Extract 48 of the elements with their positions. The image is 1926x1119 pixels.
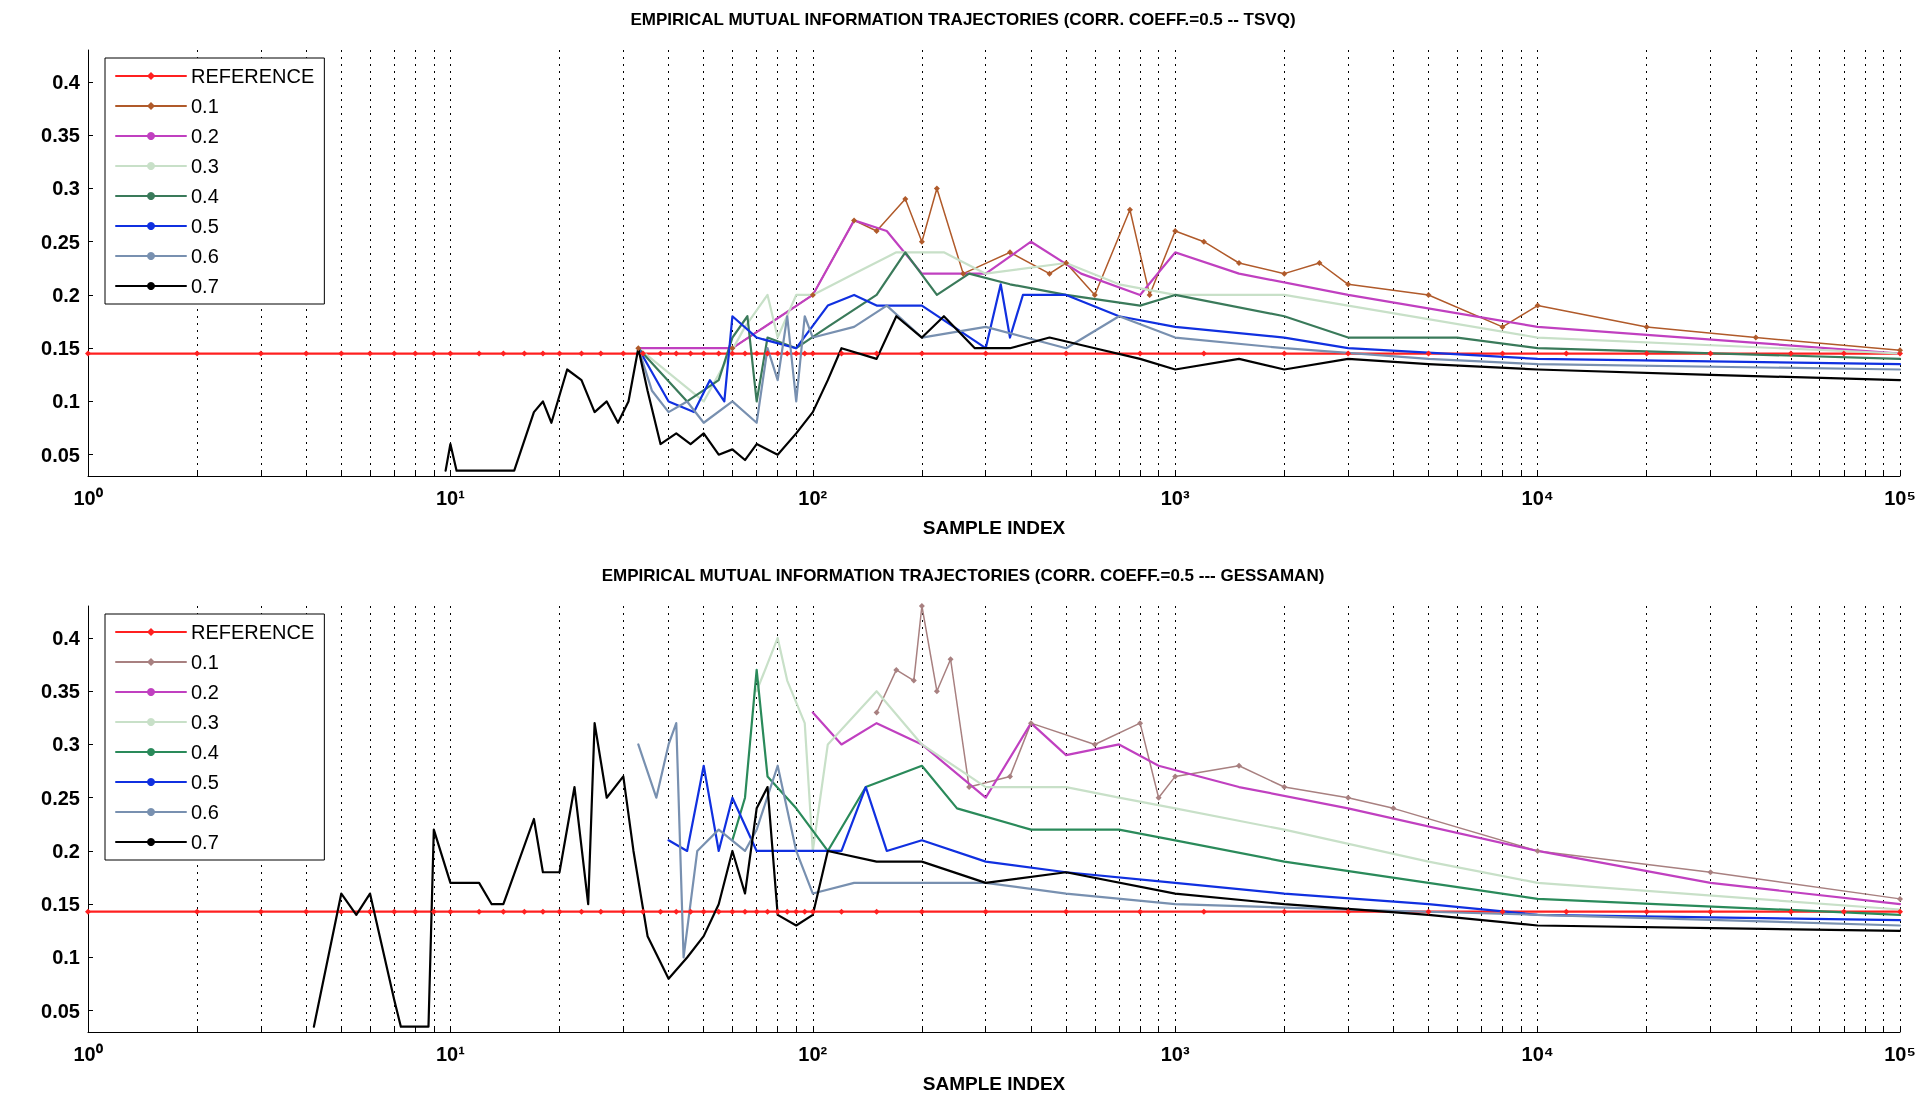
legend-label: 0.7 bbox=[191, 275, 219, 297]
y-tick-label: 0.05 bbox=[41, 999, 80, 1022]
y-tick-label: 0.4 bbox=[52, 626, 81, 649]
y-tick-label: 0.3 bbox=[52, 177, 80, 200]
y-tick-label: 0.25 bbox=[41, 230, 80, 253]
x-axis-title: SAMPLE INDEX bbox=[922, 1073, 1066, 1094]
x-tick-label: 10² bbox=[798, 1043, 828, 1065]
x-tick-label: 10⁵ bbox=[1884, 487, 1916, 509]
x-tick-label: 10³ bbox=[1160, 487, 1190, 509]
legend-label: 0.1 bbox=[191, 95, 219, 117]
y-tick-label: 0.3 bbox=[52, 733, 80, 756]
legend-label: 0.7 bbox=[191, 831, 219, 853]
x-tick-label: 10⁴ bbox=[1521, 487, 1554, 509]
legend-label: 0.3 bbox=[191, 155, 219, 177]
y-tick-label: 0.15 bbox=[41, 337, 80, 360]
y-tick-label: 0.25 bbox=[41, 786, 80, 809]
legend-label: 0.2 bbox=[191, 681, 219, 703]
legend-label: 0.5 bbox=[191, 215, 219, 237]
x-tick-label: 10³ bbox=[1160, 1043, 1190, 1065]
legend-label: 0.3 bbox=[191, 711, 219, 733]
x-tick-label: 10⁴ bbox=[1521, 1043, 1554, 1065]
legend-label: 0.1 bbox=[191, 651, 219, 673]
y-tick-label: 0.35 bbox=[41, 680, 80, 703]
chart-title: EMPIRICAL MUTUAL INFORMATION TRAJECTORIES (CORR. COEFF.=0.5 -- TSVQ) bbox=[630, 10, 1296, 29]
y-tick-label: 0.2 bbox=[52, 283, 80, 306]
x-tick-label: 10¹ bbox=[435, 487, 466, 509]
x-tick-label: 10⁰ bbox=[73, 487, 103, 509]
x-axis-title: SAMPLE INDEX bbox=[922, 517, 1066, 538]
y-tick-label: 0.05 bbox=[41, 443, 80, 466]
y-tick-label: 0.2 bbox=[52, 839, 80, 862]
x-tick-label: 10⁰ bbox=[73, 1043, 103, 1065]
legend-label: 0.6 bbox=[191, 245, 219, 267]
x-tick-label: 10⁵ bbox=[1884, 1043, 1916, 1065]
legend-label: 0.2 bbox=[191, 125, 219, 147]
y-tick-label: 0.1 bbox=[52, 390, 80, 413]
legend-label: REFERENCE bbox=[191, 65, 315, 87]
y-tick-label: 0.4 bbox=[52, 70, 81, 93]
y-tick-label: 0.35 bbox=[41, 124, 80, 147]
legend-label: 0.4 bbox=[191, 185, 219, 207]
legend-label: REFERENCE bbox=[191, 621, 315, 643]
chart-title: EMPIRICAL MUTUAL INFORMATION TRAJECTORIES (CORR. COEFF.=0.5 --- GESSAMAN) bbox=[601, 566, 1325, 585]
legend-label: 0.4 bbox=[191, 741, 219, 763]
y-tick-label: 0.1 bbox=[52, 946, 80, 969]
x-tick-label: 10¹ bbox=[435, 1043, 466, 1065]
legend-label: 0.6 bbox=[191, 801, 219, 823]
legend-label: 0.5 bbox=[191, 771, 219, 793]
y-tick-label: 0.15 bbox=[41, 893, 80, 916]
x-tick-label: 10² bbox=[798, 487, 828, 509]
